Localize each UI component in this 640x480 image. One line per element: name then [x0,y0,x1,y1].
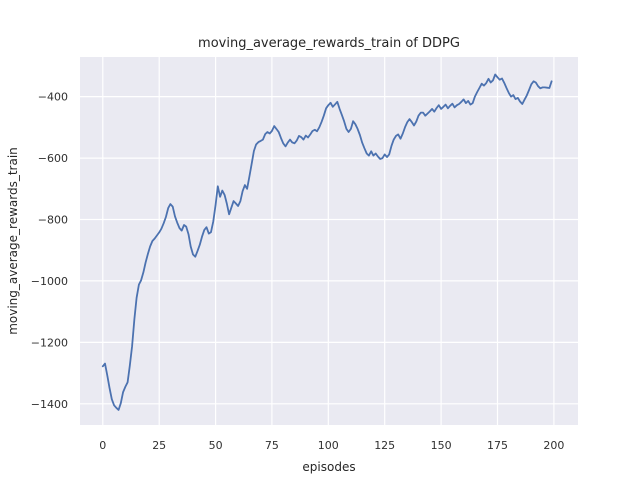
y-tick-label: −400 [38,91,68,104]
x-tick-label: 75 [265,439,279,452]
y-tick-label: −800 [38,214,68,227]
x-tick-label: 50 [209,439,223,452]
x-tick-label: 125 [374,439,395,452]
x-tick-label: 0 [99,439,106,452]
y-axis-label: moving_average_rewards_train [6,147,20,335]
chart-title: moving_average_rewards_train of DDPG [198,36,460,51]
x-tick-label: 175 [487,439,508,452]
series-line-ddpg [101,73,553,411]
y-tick-label: −1200 [31,336,68,349]
y-tick-label: −1000 [31,275,68,288]
y-tick-label: −600 [38,152,68,165]
y-tick-label: −1400 [31,398,68,411]
x-tick-label: 200 [543,439,564,452]
y-tick-labels: −400 −600 −800 −1000 −1200 −1400 [31,91,68,411]
x-tick-label: 150 [431,439,452,452]
x-axis-label: episodes [302,460,355,474]
x-tick-label: 100 [318,439,339,452]
gridlines [80,57,578,425]
x-tick-label: 25 [152,439,166,452]
plot-area [80,57,578,425]
x-tick-labels: 0 25 50 75 100 125 150 175 200 [99,439,564,452]
